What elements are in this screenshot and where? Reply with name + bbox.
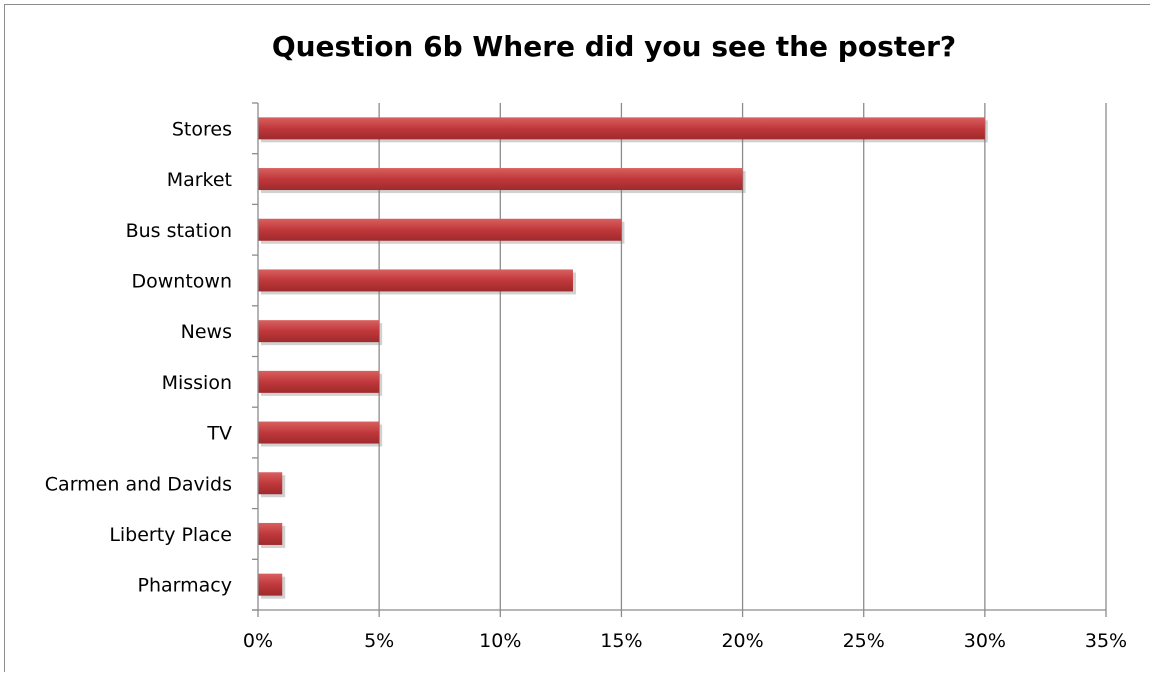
bar-news [258, 320, 380, 343]
bar-market [258, 168, 743, 191]
category-label: Downtown [132, 270, 233, 292]
category-label: Bus station [126, 220, 232, 242]
bar-downtown [258, 269, 573, 292]
bars [258, 117, 988, 599]
bar-liberty-place [258, 522, 283, 545]
x-tick-label: 10% [479, 630, 521, 652]
bar-stores [258, 117, 985, 140]
category-label: TV [206, 423, 232, 445]
x-tick-label: 20% [721, 630, 763, 652]
category-label: Carmen and Davids [45, 473, 232, 495]
bar-mission [258, 370, 380, 393]
bar-bus-station [258, 218, 622, 241]
x-tick-label: 35% [1085, 630, 1127, 652]
x-tick-label: 5% [364, 630, 394, 652]
category-label: Market [167, 169, 232, 191]
category-label: Pharmacy [138, 575, 232, 597]
x-tick-label: 15% [600, 630, 642, 652]
category-label: News [181, 321, 232, 343]
x-tick-label: 30% [964, 630, 1006, 652]
chart-title: Question 6b Where did you see the poster… [271, 30, 957, 63]
bar-carmen-and-davids [258, 472, 283, 495]
category-label: Stores [172, 118, 232, 140]
axes [252, 102, 1107, 617]
bar-pharmacy [258, 573, 283, 596]
gridlines [378, 103, 1107, 610]
x-tick-label: 0% [243, 630, 273, 652]
x-tick-label: 25% [843, 630, 885, 652]
bar-tv [258, 421, 380, 444]
chart-frame [4, 4, 1150, 672]
labels: 0% 5% 10% 15% 20% 25% 30% 35% Stores Market Bus st… [45, 118, 1127, 652]
category-label: Mission [162, 372, 232, 394]
category-label: Liberty Place [109, 524, 232, 546]
